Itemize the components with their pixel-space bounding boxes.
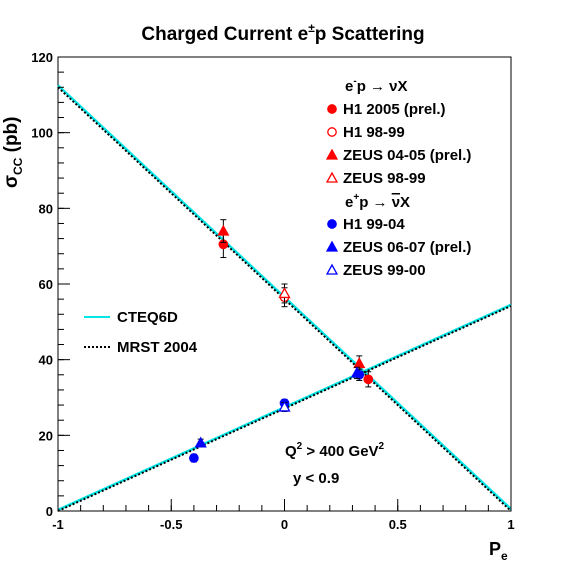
point-h1-2005-prel (363, 374, 374, 385)
legend-marker-h1-99-04 (327, 219, 337, 229)
y-tick-label: 60 (39, 277, 53, 292)
curve-mrst-2004 (57, 86, 512, 512)
legend-marker-zeus-99-00 (325, 263, 339, 275)
y-tick-label: 80 (39, 201, 53, 216)
y-tick-label: 20 (39, 428, 53, 443)
legend-marker-zeus-04-05-prel (325, 148, 339, 160)
y-tick-label: 100 (31, 126, 53, 141)
legend-marker-zeus-98-99 (325, 171, 339, 183)
point-zeus-98-99 (278, 287, 291, 299)
y-tick-label: 0 (46, 504, 53, 519)
legend-label-h1-99-04: H1 99-04 (343, 216, 405, 233)
legend-label-zeus-06-07-prel: ZEUS 06-07 (prel.) (343, 239, 471, 256)
point-zeus-06-07-prel (350, 366, 364, 378)
legend-header-eplus: e+p → νX (345, 192, 410, 211)
legend-label-mrst-2004: MRST 2004 (117, 339, 198, 356)
x-tick-label: -0.5 (160, 517, 182, 532)
point-zeus-04-05-prel (217, 224, 230, 236)
legend-label-cteq6d: CTEQ6D (117, 309, 178, 326)
y-axis-label: σCC (pb) (1, 117, 25, 189)
q2-annotation: Q2 > 400 GeV2 (285, 441, 385, 460)
legend-header-eminus: e-p → νX (345, 76, 408, 95)
legend-marker-h1-98-99 (327, 127, 337, 137)
legend-marker-zeus-06-07-prel (325, 240, 339, 252)
legend-label-zeus-04-05-prel: ZEUS 04-05 (prel.) (343, 147, 471, 164)
point-zeus-99-00 (278, 400, 291, 412)
legend: H1 2005 (prel.) H1 98-99 ZEUS 04-05 (prel.… (84, 101, 471, 356)
legend-marker-h1-2005-prel (327, 104, 337, 114)
x-tick-label: 1 (507, 517, 514, 532)
x-axis-label: Pe (489, 539, 508, 563)
point-h1-99-04 (189, 453, 199, 463)
chart-title: Charged Current e±p Scattering (141, 21, 424, 45)
y-cut-annotation: y < 0.9 (293, 470, 339, 487)
y-tick-label: 40 (39, 353, 53, 368)
legend-label-zeus-99-00: ZEUS 99-00 (343, 262, 426, 279)
y-tick-label: 120 (31, 50, 53, 65)
data-points (189, 219, 374, 463)
legend-label-zeus-98-99: ZEUS 98-99 (343, 170, 426, 187)
point-zeus-06-07-prel (194, 436, 207, 448)
axes: -1 -0.5 0 0.5 1 0 20 40 60 80 100 120 (31, 50, 514, 532)
legend-label-h1-98-99: H1 98-99 (343, 124, 405, 141)
x-tick-label: 0.5 (389, 517, 407, 532)
legend-label-h1-2005-prel: H1 2005 (prel.) (343, 101, 446, 118)
x-tick-label: 0 (281, 517, 288, 532)
x-tick-label: -1 (52, 517, 64, 532)
